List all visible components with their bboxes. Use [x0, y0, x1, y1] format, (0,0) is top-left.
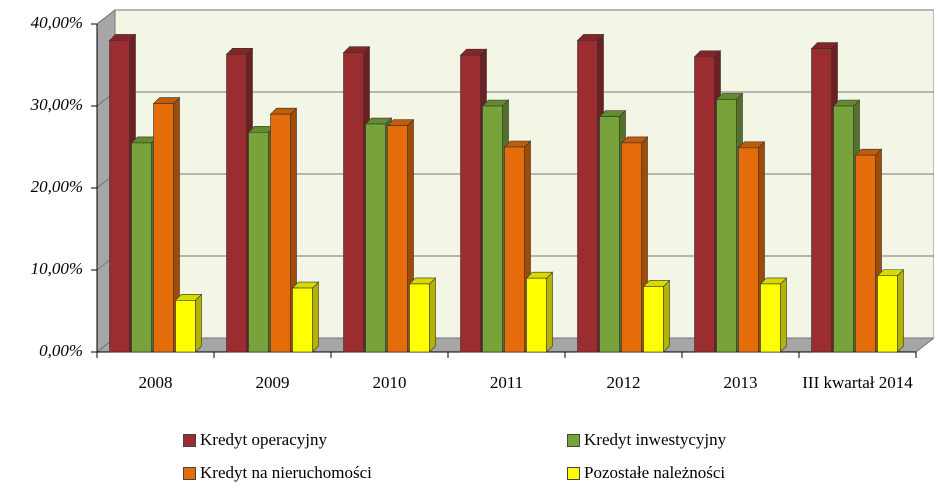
legend-item: Pozostałe należności — [567, 463, 725, 483]
bar — [811, 48, 832, 353]
x-tick-label: 2013 — [723, 373, 758, 392]
bar — [694, 56, 715, 353]
legend-label: Kredyt na nieruchomości — [200, 463, 372, 482]
legend-item: Kredyt inwestycyjny — [567, 430, 726, 450]
bar — [226, 54, 247, 353]
bar — [365, 123, 386, 353]
legend-swatch — [567, 466, 580, 480]
bar — [877, 275, 898, 353]
y-tick-label: 10,00% — [31, 259, 83, 278]
bar — [504, 146, 525, 353]
bar-side — [195, 293, 202, 353]
bar — [292, 287, 313, 353]
bar — [409, 283, 430, 353]
legend-label: Pozostałe należności — [584, 463, 726, 482]
legend-swatch — [183, 466, 196, 480]
bar — [248, 131, 269, 353]
y-tick-label: 20,00% — [31, 177, 83, 196]
bar — [270, 113, 291, 353]
bar-side — [312, 281, 319, 353]
legend-swatch — [183, 433, 196, 447]
bar — [387, 125, 408, 353]
bar — [526, 277, 547, 353]
bar — [460, 54, 481, 353]
bar-side — [546, 271, 553, 353]
bar — [855, 154, 876, 353]
legend-swatch — [567, 433, 580, 447]
legend-label: Kredyt inwestycyjny — [584, 430, 727, 449]
bar — [621, 142, 642, 353]
bar-side — [780, 277, 787, 353]
bar — [833, 105, 854, 353]
y-tick-label: 0,00% — [39, 341, 83, 360]
bar — [131, 142, 152, 353]
bar — [577, 40, 598, 353]
bar-side — [429, 277, 436, 353]
x-tick-label: 2011 — [489, 373, 524, 392]
legend-item: Kredyt operacyjny — [183, 430, 327, 450]
x-tick-label: III kwartał 2014 — [802, 373, 913, 392]
y-tick-label: 40,00% — [31, 13, 83, 32]
bar — [643, 286, 664, 353]
x-tick-label: 2012 — [606, 373, 641, 392]
grid-line-side — [96, 9, 116, 25]
bar-side — [663, 279, 670, 353]
bar-side — [897, 269, 904, 353]
bar — [716, 99, 737, 353]
bar — [738, 147, 759, 353]
bar — [175, 300, 196, 353]
y-tick-label: 30,00% — [30, 95, 83, 114]
legend-item: Kredyt na nieruchomości — [183, 463, 372, 483]
bar — [482, 105, 503, 353]
bar — [760, 283, 781, 353]
x-tick-label: 2009 — [255, 373, 290, 392]
x-tick-label: 2010 — [372, 373, 407, 392]
bar — [109, 40, 130, 353]
x-tick-label: 2008 — [138, 373, 173, 392]
bar — [153, 103, 174, 353]
legend-label: Kredyt operacyjny — [200, 430, 327, 449]
bar — [599, 116, 620, 353]
bar — [343, 52, 364, 353]
